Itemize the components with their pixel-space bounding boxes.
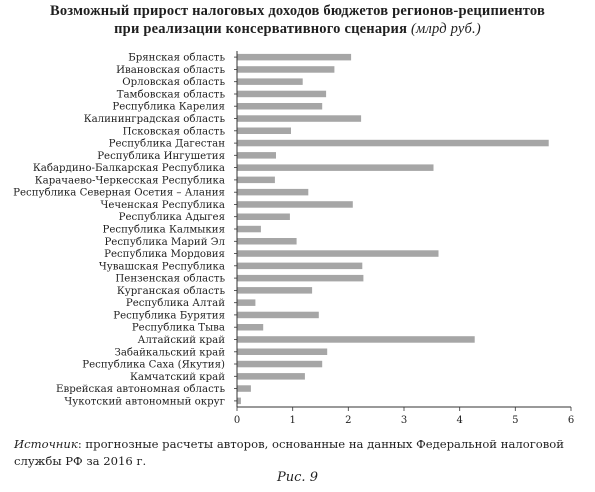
- bar: [237, 66, 335, 73]
- bar: [237, 78, 303, 85]
- figure-caption: Рис. 9: [277, 470, 318, 485]
- bar: [237, 274, 364, 282]
- x-tick-label: 1: [290, 415, 296, 426]
- category-label: Республика Северная Осетия – Алания: [13, 187, 225, 199]
- category-label: Республика Мордовия: [104, 248, 225, 260]
- bar: [237, 373, 305, 380]
- bar: [237, 164, 434, 171]
- x-tick-label: 0: [234, 415, 240, 426]
- bar: [237, 324, 264, 331]
- category-label: Республика Бурятия: [113, 309, 225, 321]
- category-label: Кабардино-Балкарская Республика: [33, 162, 225, 174]
- category-label: Республика Адыгея: [119, 211, 225, 223]
- category-label: Чувашская Республика: [99, 260, 225, 272]
- bar: [237, 336, 475, 343]
- x-tick-label: 4: [457, 415, 463, 426]
- x-tick-label: 3: [401, 415, 407, 426]
- bar: [237, 299, 256, 306]
- category-label: Чукотский автономный округ: [64, 396, 225, 407]
- bar: [237, 287, 313, 294]
- bar: [237, 152, 276, 159]
- chart-title: Возможный прирост налоговых доходов бюдж…: [0, 2, 595, 38]
- x-tick-label: 2: [345, 415, 351, 426]
- category-label: Брянская область: [128, 52, 225, 64]
- bar: [237, 311, 319, 319]
- category-label: Псковская область: [123, 125, 226, 137]
- chart-title-line-2: при реализации консервативного сценария …: [0, 20, 595, 38]
- x-tick-label: 6: [568, 415, 574, 426]
- bar: [237, 225, 261, 233]
- chart-title-line-1: Возможный прирост налоговых доходов бюдж…: [49, 3, 546, 19]
- category-label: Алтайский край: [138, 335, 226, 346]
- bar: [237, 176, 275, 184]
- bar: [237, 115, 362, 122]
- source-note: Источник: прогнозные расчеты авторов, ос…: [14, 436, 589, 470]
- chart-title-line-2-text: при реализации консервативного сценария: [114, 21, 408, 37]
- category-label: Калининградская область: [84, 113, 226, 125]
- category-label: Республика Саха (Якутия): [82, 359, 225, 371]
- bar: [237, 213, 290, 220]
- bar: [237, 103, 323, 110]
- source-note-text: : прогнозные расчеты авторов, основанные…: [14, 437, 564, 468]
- category-label: Республика Алтай: [126, 297, 225, 309]
- bar: [237, 360, 323, 368]
- bar: [237, 262, 363, 270]
- bar: [237, 139, 549, 147]
- category-label: Республика Марий Эл: [104, 236, 225, 248]
- bar: [237, 188, 309, 196]
- category-label: Республика Калмыкия: [103, 224, 226, 236]
- x-tick-label: 5: [512, 415, 518, 426]
- category-label: Республика Тыва: [132, 322, 225, 334]
- category-label: Тамбовская область: [117, 89, 226, 101]
- category-label: Камчатский край: [130, 372, 225, 383]
- category-label: Республика Ингушетия: [97, 150, 225, 162]
- bar: [237, 53, 352, 61]
- category-label: Курганская область: [117, 285, 226, 297]
- category-label: Ивановская область: [116, 64, 225, 76]
- bar: [237, 397, 241, 405]
- category-label: Республика Карелия: [112, 101, 225, 113]
- bar: [237, 250, 439, 257]
- category-label: Еврейская автономная область: [56, 383, 225, 395]
- category-label: Чеченская Республика: [101, 199, 225, 211]
- chart-title-unit: (млрд руб.): [410, 21, 481, 37]
- category-label: Республика Дагестан: [109, 138, 226, 150]
- bar: [237, 127, 291, 134]
- bar: [237, 201, 353, 208]
- category-label: Орловская область: [122, 76, 225, 88]
- bar: [237, 238, 297, 245]
- source-note-lead: Источник: [14, 437, 78, 451]
- bar: [237, 90, 327, 98]
- category-label: Пензенская область: [115, 273, 225, 285]
- bar: [237, 385, 251, 392]
- bar: [237, 348, 328, 355]
- category-label: Карачаево-Черкесская Республика: [35, 174, 225, 186]
- category-label: Забайкальский край: [114, 346, 225, 358]
